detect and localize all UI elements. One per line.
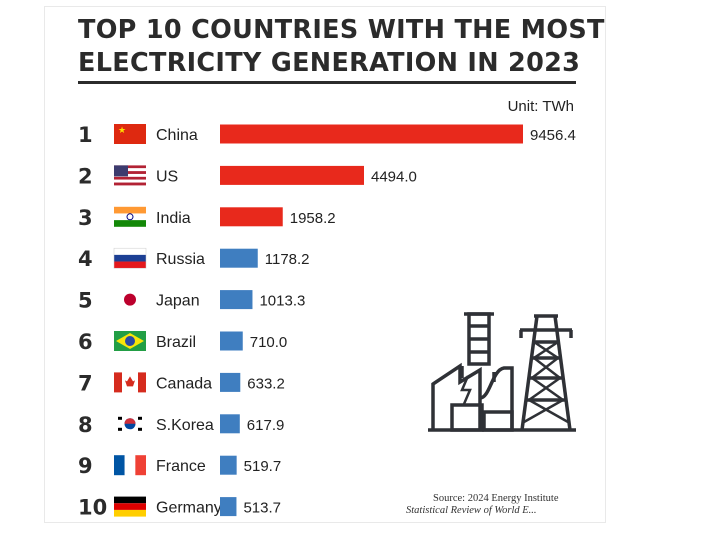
bar xyxy=(220,207,283,227)
value-label: 9456.4 xyxy=(530,127,576,144)
power-plant-and-transmission-tower-icon xyxy=(428,312,576,432)
country-label: China xyxy=(156,127,198,144)
india-flag-icon xyxy=(114,206,146,227)
germany-flag-icon xyxy=(114,496,146,517)
bar-row: 3 India 1958.2 xyxy=(78,206,336,230)
bar xyxy=(220,455,237,475)
rank-label: 8 xyxy=(78,413,93,437)
brazil-flag-icon xyxy=(114,331,146,351)
source-note: Source: 2024 Energy Institute Statistica… xyxy=(406,493,586,517)
bar xyxy=(220,290,253,310)
value-label: 519.7 xyxy=(244,458,282,475)
bar xyxy=(220,497,237,517)
value-label: 633.2 xyxy=(247,375,285,392)
country-label: France xyxy=(156,458,206,475)
france-flag-icon xyxy=(114,455,146,476)
rank-label: 5 xyxy=(78,289,93,313)
value-label: 1958.2 xyxy=(290,210,336,227)
title-line-2: ELECTRICITY GENERATION IN 2023 xyxy=(78,48,581,78)
rank-label: 3 xyxy=(78,206,93,230)
country-label: Russia xyxy=(156,251,205,268)
rank-label: 4 xyxy=(78,247,93,271)
china-flag-icon: ★ xyxy=(114,124,146,144)
bar xyxy=(220,124,523,144)
rank-label: 7 xyxy=(78,371,93,395)
rank-label: 2 xyxy=(78,164,93,188)
country-label: India xyxy=(156,210,191,227)
value-label: 710.0 xyxy=(250,334,288,351)
bar-row: 10 Germany 513.7 xyxy=(78,496,281,520)
country-label: Japan xyxy=(156,293,200,310)
bar-row: 4 Russia 1178.2 xyxy=(78,247,310,271)
bar-row: 9 France 519.7 xyxy=(78,454,281,478)
us-flag-icon xyxy=(114,165,146,186)
rank-label: 1 xyxy=(78,123,93,147)
source-line-1: Source: 2024 Energy Institute xyxy=(433,493,559,504)
value-label: 1013.3 xyxy=(259,293,305,310)
value-label: 513.7 xyxy=(243,500,281,517)
bar xyxy=(220,331,243,351)
rank-label: 9 xyxy=(78,454,93,478)
country-label: S.Korea xyxy=(156,417,214,434)
bar-row: 8 S.Korea 617.9 xyxy=(78,413,284,437)
japan-flag-icon xyxy=(114,289,146,310)
bar-row: 1 ★ China 9456.4 xyxy=(78,123,576,147)
russia-flag-icon xyxy=(113,247,147,269)
bar-row: 5 Japan 1013.3 xyxy=(78,289,305,313)
south-korea-flag-icon xyxy=(114,413,146,434)
value-label: 1178.2 xyxy=(265,251,310,268)
country-label: Germany xyxy=(156,500,222,517)
bar-row: 2 US 4494.0 xyxy=(78,164,417,188)
title-line-1: TOP 10 COUNTRIES WITH THE MOST xyxy=(78,15,605,45)
rank-label: 10 xyxy=(78,496,107,520)
svg-text:★: ★ xyxy=(118,126,126,136)
bar xyxy=(220,414,240,434)
value-label: 4494.0 xyxy=(371,168,417,185)
bar xyxy=(220,372,241,392)
country-label: Brazil xyxy=(156,334,196,351)
unit-label: Unit: TWh xyxy=(507,98,574,115)
bar xyxy=(220,165,364,185)
source-line-2: Statistical Review of World E... xyxy=(406,505,537,516)
canada-flag-icon xyxy=(114,372,146,393)
bar-row: 6 Brazil 710.0 xyxy=(78,330,287,354)
rank-label: 6 xyxy=(78,330,93,354)
value-label: 617.9 xyxy=(247,417,285,434)
country-label: US xyxy=(156,168,178,185)
bar xyxy=(220,248,258,268)
bar-row: 7 Canada 633.2 xyxy=(78,371,285,395)
title-underline xyxy=(78,81,576,84)
country-label: Canada xyxy=(156,375,212,392)
